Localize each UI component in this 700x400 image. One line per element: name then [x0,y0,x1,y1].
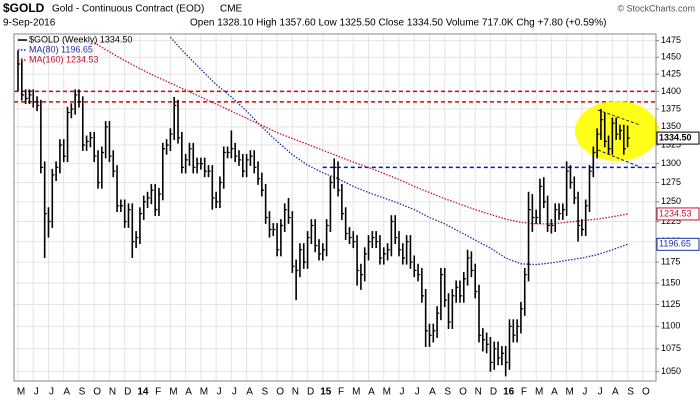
x-tick-label: M [352,387,360,398]
symbol: $GOLD [3,1,45,15]
plot-frame [13,33,657,382]
y-tick-label: 1225 [661,216,681,226]
last-value-label: 1334.50 [659,132,692,142]
copyright: © StockCharts.com [617,3,695,13]
x-tick-label: D [490,387,497,398]
x-tick-label: M [535,387,543,398]
exchange: CME [220,4,243,15]
x-tick-label: J [400,387,405,398]
x-tick-label: F [521,387,527,398]
y-tick-label: 1150 [661,277,680,287]
x-tick-label: A [246,387,253,398]
moving-average [169,36,628,266]
y-tick-label: 1175 [661,256,680,266]
x-tick-label: J [415,387,420,398]
y-tick-label: 1425 [661,69,681,79]
legend-label: $GOLD (Weekly) 1334.50 [29,34,132,44]
x-tick-label: J [598,387,603,398]
x-tick-label: S [627,387,634,398]
x-tick-label: J [34,387,39,398]
legend-label: MA(160) 1234.53 [29,54,99,64]
last-value-box [656,207,700,221]
x-tick-label: M [383,387,391,398]
x-tick-label: 14 [137,387,149,398]
last-value-box [656,237,700,251]
x-tick-label: F [155,387,161,398]
moving-average [93,42,628,225]
x-tick-label: O [276,387,284,398]
channel-upper [597,109,641,126]
x-tick-label: A [185,387,192,398]
x-tick-label: J [582,387,587,398]
x-tick-label: O [642,387,650,398]
x-tick-label: A [368,387,375,398]
x-tick-label: D [124,387,131,398]
x-tick-label: 16 [503,387,515,398]
x-tick-label: O [93,387,101,398]
y-tick-label: 1450 [661,52,681,62]
x-tick-label: M [17,387,25,398]
x-tick-label: S [79,387,86,398]
x-tick-label: J [217,387,222,398]
y-tick-label: 1250 [661,196,681,206]
y-tick-label: 1050 [661,366,681,376]
quote: Open 1328.10 High 1357.60 Low 1325.50 Cl… [190,18,606,29]
highlight-ellipse [575,101,659,161]
y-tick-label: 1350 [661,121,681,131]
y-tick-label: 1375 [661,103,681,113]
y-tick-label: 1300 [661,158,681,168]
x-tick-label: A [429,387,436,398]
x-tick-label: 15 [320,387,332,398]
x-tick-label: A [63,387,70,398]
x-tick-label: F [338,387,344,398]
y-tick-label: 1475 [661,35,681,45]
x-tick-label: A [551,387,558,398]
x-tick-label: S [444,387,451,398]
x-tick-label: D [307,387,314,398]
y-tick-label: 1125 [661,299,680,309]
last-value-label: 1234.53 [659,208,692,218]
last-value-box [656,131,700,145]
legend-label: MA(80) 1196.65 [29,44,93,54]
x-tick-label: S [262,387,269,398]
x-tick-label: N [109,387,116,398]
x-tick-label: M [200,387,208,398]
date: 9-Sep-2016 [3,18,56,29]
x-tick-label: N [292,387,299,398]
y-tick-label: 1275 [661,177,681,187]
x-tick-label: N [475,387,482,398]
y-tick-label: 1100 [661,321,680,331]
x-tick-label: O [459,387,467,398]
channel-lower [597,149,641,168]
x-tick-label: M [169,387,177,398]
description: Gold - Continuous Contract (EOD) [52,4,204,15]
y-tick-label: 1400 [661,86,681,96]
y-tick-label: 1075 [661,343,681,353]
x-tick-label: J [49,387,54,398]
x-tick-label: A [612,387,619,398]
x-tick-label: M [565,387,573,398]
last-value-label: 1196.65 [659,239,691,249]
x-tick-label: J [232,387,237,398]
